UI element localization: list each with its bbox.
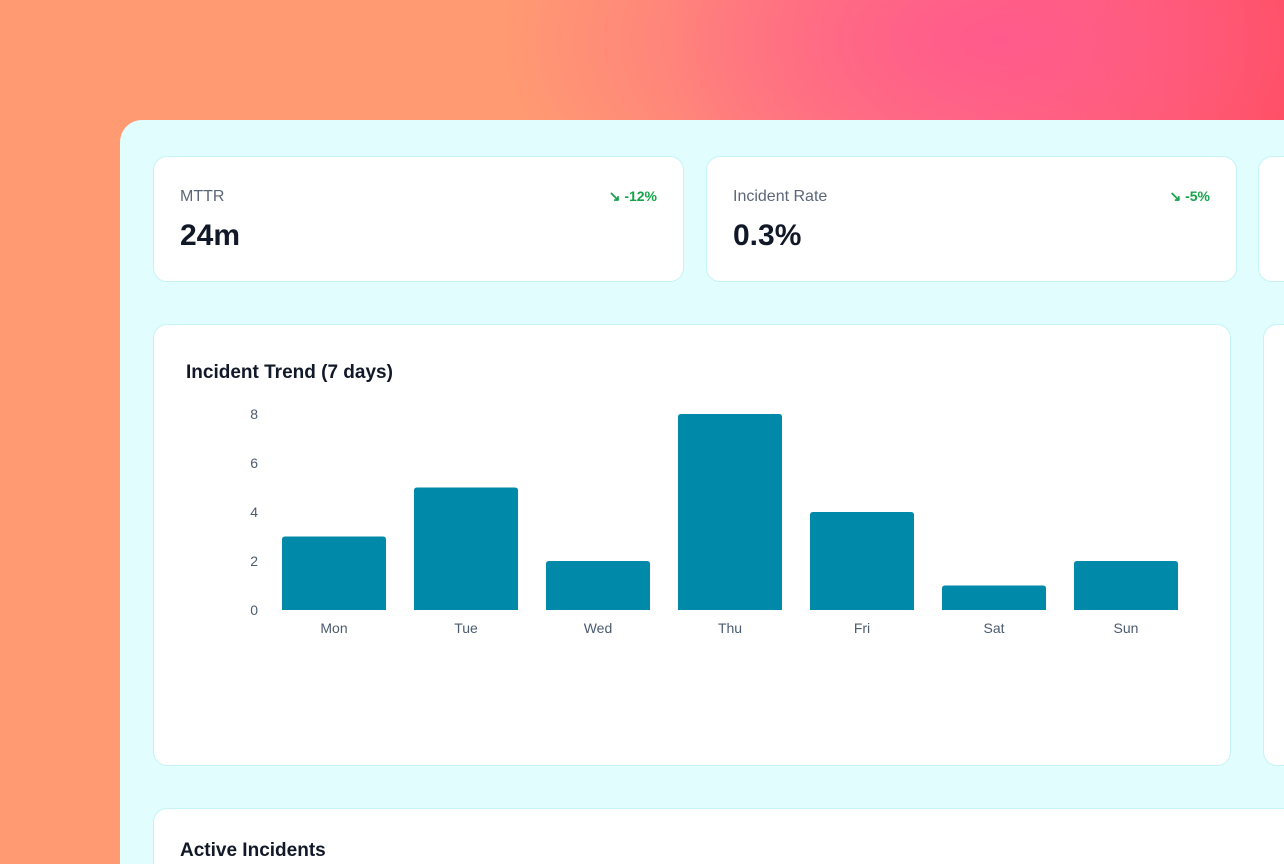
incident-trend-card: Incident Trend (7 days) 0 2 4 6 8 Mon Tue Wed Th… <box>153 324 1231 766</box>
bar-sat <box>942 585 1046 610</box>
bar-thu <box>678 414 782 610</box>
stat-card-partial <box>1258 156 1284 282</box>
y-tick-label: 0 <box>250 602 258 618</box>
stat-delta-value: -12% <box>624 188 657 204</box>
bar-tue <box>414 487 518 610</box>
x-tick-label: Sun <box>1114 620 1139 636</box>
stat-delta-value: -5% <box>1185 188 1210 204</box>
x-tick-label: Fri <box>854 620 870 636</box>
y-tick-label: 8 <box>250 406 258 422</box>
stat-delta: ↘ -12% <box>609 188 657 205</box>
stat-value: 24m <box>180 219 241 252</box>
side-card-partial <box>1263 324 1284 766</box>
stat-delta: ↘ -5% <box>1169 188 1210 205</box>
bar-sun <box>1074 561 1178 610</box>
active-incidents-card: Active Incidents <box>153 808 1284 864</box>
chart-title: Incident Trend (7 days) <box>186 362 393 383</box>
trending-down-icon: ↘ <box>608 188 621 204</box>
x-tick-label: Sat <box>983 620 1004 636</box>
y-tick-label: 2 <box>250 553 258 569</box>
bar-mon <box>282 536 386 610</box>
stat-card-incident-rate: Incident Rate 0.3% ↘ -5% <box>706 156 1237 282</box>
trending-down-icon: ↘ <box>1169 188 1182 204</box>
x-tick-label: Wed <box>584 620 613 636</box>
stat-card-mttr: MTTR 24m ↘ -12% <box>153 156 684 282</box>
bar-fri <box>810 512 914 610</box>
y-tick-label: 6 <box>250 455 258 471</box>
incident-trend-chart: 0 2 4 6 8 Mon Tue Wed Thu Fri Sat Sun <box>250 406 1178 636</box>
x-tick-label: Thu <box>718 620 742 636</box>
stat-label: MTTR <box>180 188 225 205</box>
x-tick-label: Mon <box>320 620 347 636</box>
stat-label: Incident Rate <box>733 188 828 205</box>
stat-value: 0.3% <box>733 219 802 252</box>
bar-wed <box>546 561 650 610</box>
section-title: Active Incidents <box>180 840 326 861</box>
y-tick-label: 4 <box>250 504 258 520</box>
x-tick-label: Tue <box>454 620 478 636</box>
dashboard-panel: MTTR 24m ↘ -12% Incident Rate 0.3% ↘ -5%… <box>120 120 1284 864</box>
